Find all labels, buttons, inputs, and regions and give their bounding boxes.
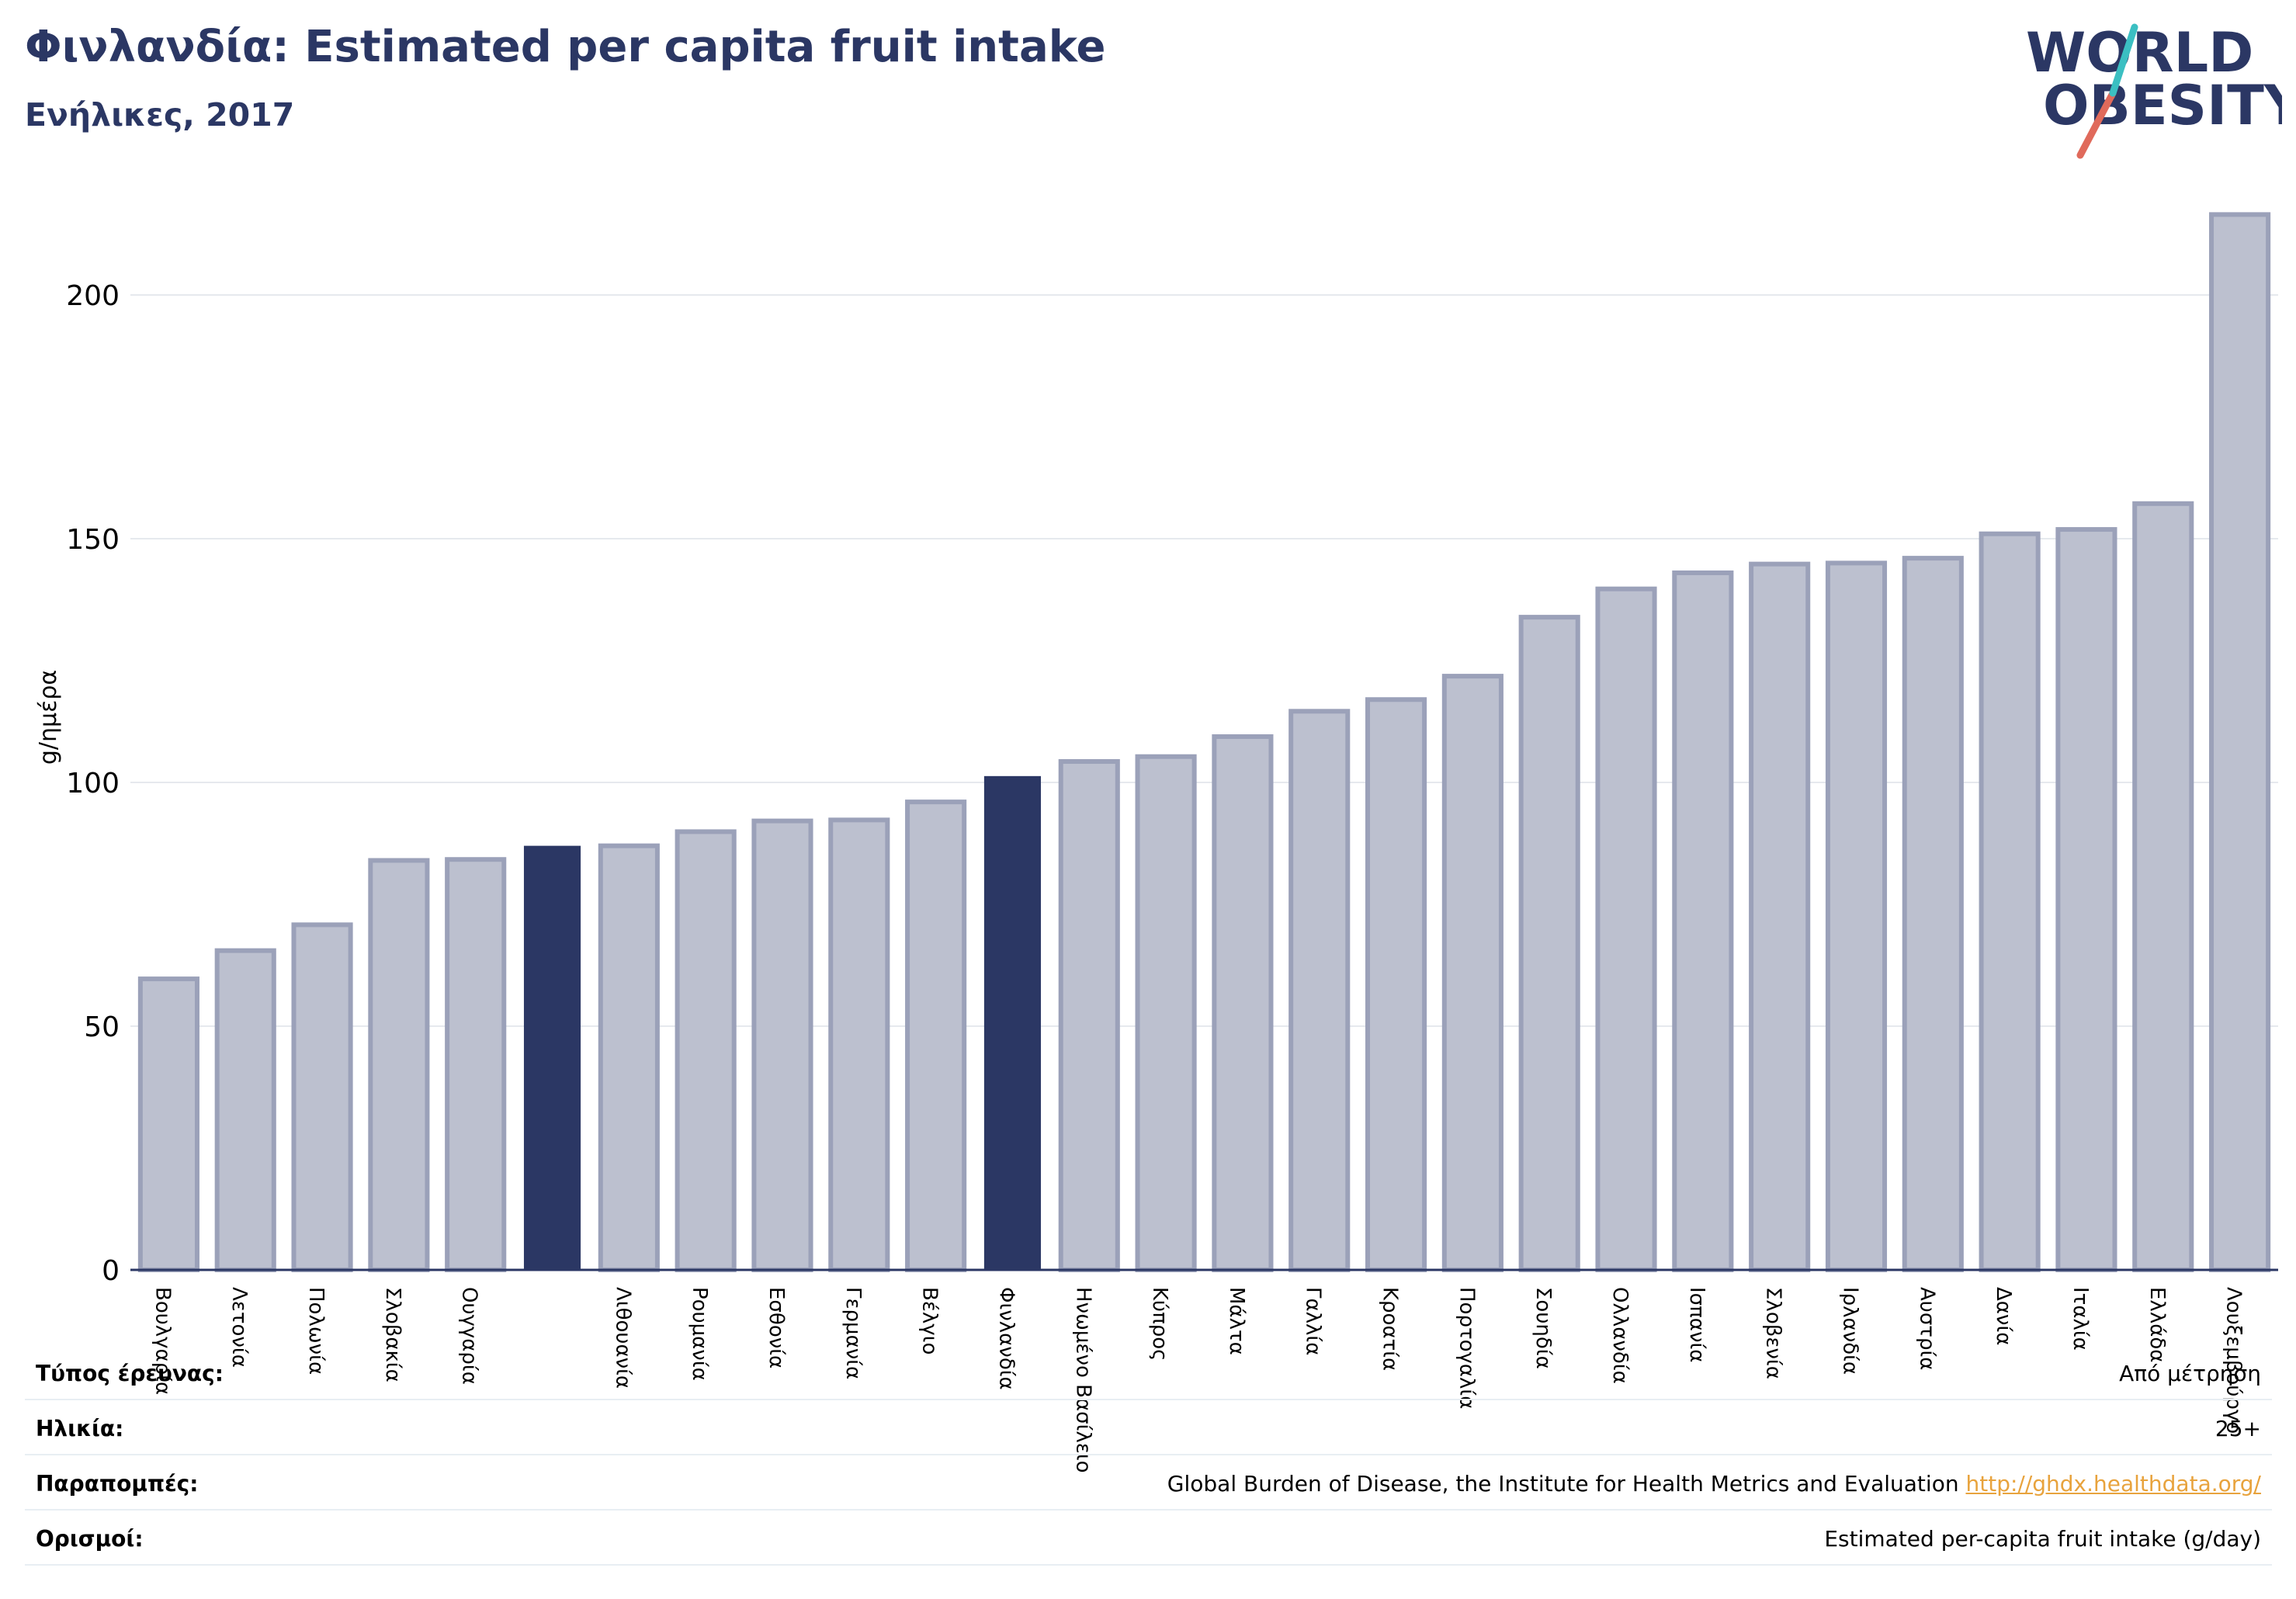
x-tick-label: Φινλανδία	[994, 1287, 1018, 1390]
bar	[1672, 570, 1734, 1272]
bar	[1441, 674, 1503, 1272]
bar	[368, 858, 430, 1272]
x-tick-label: Αυστρία	[1915, 1287, 1938, 1370]
bar	[445, 857, 507, 1272]
bar	[751, 818, 813, 1273]
bar-highlighted	[523, 845, 581, 1270]
bar	[598, 843, 660, 1272]
x-tick-label: Βέλγιο	[918, 1287, 942, 1354]
bars	[130, 212, 2278, 1273]
bar	[291, 922, 353, 1272]
x-tick-label: Εσθονία	[765, 1287, 788, 1368]
bar-highlighted	[983, 775, 1042, 1270]
y-tick-label: 100	[66, 768, 120, 800]
reference-link[interactable]: http://ghdx.healthdata.org/	[1965, 1471, 2261, 1497]
bar	[905, 800, 967, 1272]
meta-value: Estimated per-capita fruit intake (g/day…	[1824, 1526, 2261, 1552]
x-tick-label: Ελλάδα	[2145, 1287, 2169, 1362]
logo-line1: WORLD	[2026, 23, 2253, 85]
x-tick-label: Ιταλία	[2069, 1287, 2092, 1351]
x-tick-label: Δανία	[1992, 1287, 2015, 1345]
x-tick-label: Πολωνία	[304, 1287, 328, 1375]
bar	[1595, 586, 1657, 1272]
y-axis-ticks: 0 50 100 150 200	[66, 280, 120, 1287]
meta-key: Ορισμοί:	[36, 1526, 144, 1552]
meta-row-references: Παραπομπές: Global Burden of Disease, th…	[25, 1454, 2272, 1511]
bar	[1902, 556, 1964, 1272]
meta-key: Τύπος έρευνας:	[36, 1361, 224, 1386]
bar	[1365, 697, 1427, 1272]
bar	[1288, 709, 1351, 1272]
x-axis-labels: Βουλγαρία Λετονία Πολωνία Σλοβακία Ουγγαρία Λ…	[151, 1287, 2245, 1473]
bar	[675, 829, 737, 1272]
bar	[214, 948, 276, 1273]
bar	[2055, 527, 2117, 1272]
x-tick-label: Λουξεμβούργο	[2222, 1287, 2246, 1434]
bar	[1518, 615, 1580, 1272]
x-tick-label: Γαλλία	[1302, 1287, 1325, 1355]
meta-value: Από μέτρηση	[2119, 1361, 2261, 1386]
bar	[1749, 561, 1811, 1272]
bar	[2132, 501, 2194, 1272]
x-tick-label: Πορτογαλία	[1455, 1287, 1478, 1409]
y-tick-label: 150	[66, 524, 120, 556]
meta-key: Παραπομπές:	[36, 1471, 199, 1497]
meta-value: 25+	[2214, 1416, 2261, 1441]
x-tick-label: Ιρλανδία	[1838, 1287, 1861, 1375]
meta-row-age: Ηλικία: 25+	[25, 1399, 2272, 1455]
y-axis-label: g/ημέρα	[35, 670, 62, 765]
logo-line2: OBESITY	[2043, 74, 2282, 137]
meta-value: Global Burden of Disease, the Institute …	[1167, 1471, 2261, 1497]
bar	[1212, 734, 1274, 1272]
x-tick-label: Λετονία	[227, 1287, 251, 1368]
x-tick-label: Ηνωμένο Βασίλειο	[1071, 1287, 1094, 1473]
meta-row-survey-type: Τύπος έρευνας: Από μέτρηση	[25, 1344, 2272, 1400]
x-tick-label: Κροατία	[1379, 1287, 1402, 1371]
bar	[1135, 754, 1197, 1272]
bar	[1979, 531, 2041, 1272]
x-tick-label: Σλοβακία	[381, 1287, 404, 1382]
bar	[2209, 212, 2271, 1272]
x-tick-label: Σουηδία	[1531, 1287, 1555, 1369]
x-tick-label: Γερμανία	[841, 1287, 865, 1379]
x-tick-label: Λιθουανία	[611, 1287, 634, 1389]
y-tick-label: 50	[84, 1011, 120, 1043]
bar	[137, 976, 199, 1272]
x-tick-label: Κύπρος	[1148, 1287, 1171, 1361]
world-obesity-logo: WORLD OBESITY	[2026, 23, 2282, 159]
y-tick-label: 200	[66, 280, 120, 312]
reference-text: Global Burden of Disease, the Institute …	[1167, 1471, 1959, 1497]
page-title: Φινλανδία: Estimated per capita fruit in…	[25, 22, 1106, 72]
meta-row-definitions: Ορισμοί: Estimated per-capita fruit inta…	[25, 1509, 2272, 1566]
x-tick-label: Ρουμανία	[688, 1287, 711, 1381]
meta-key: Ηλικία:	[36, 1416, 124, 1441]
bar	[1058, 758, 1120, 1272]
page-subtitle: Ενήλικες, 2017	[25, 96, 295, 134]
x-tick-label: Ουγγαρία	[458, 1287, 481, 1385]
x-tick-label: Ισπανία	[1685, 1287, 1708, 1362]
x-tick-label: Σλοβενία	[1762, 1287, 1785, 1379]
bar	[1825, 560, 1888, 1272]
x-tick-label: Βουλγαρία	[151, 1287, 174, 1395]
bar	[828, 817, 890, 1272]
x-tick-label: Μάλτα	[1225, 1287, 1248, 1355]
y-tick-label: 0	[102, 1255, 120, 1287]
x-tick-label: Ολλανδία	[1608, 1287, 1632, 1384]
